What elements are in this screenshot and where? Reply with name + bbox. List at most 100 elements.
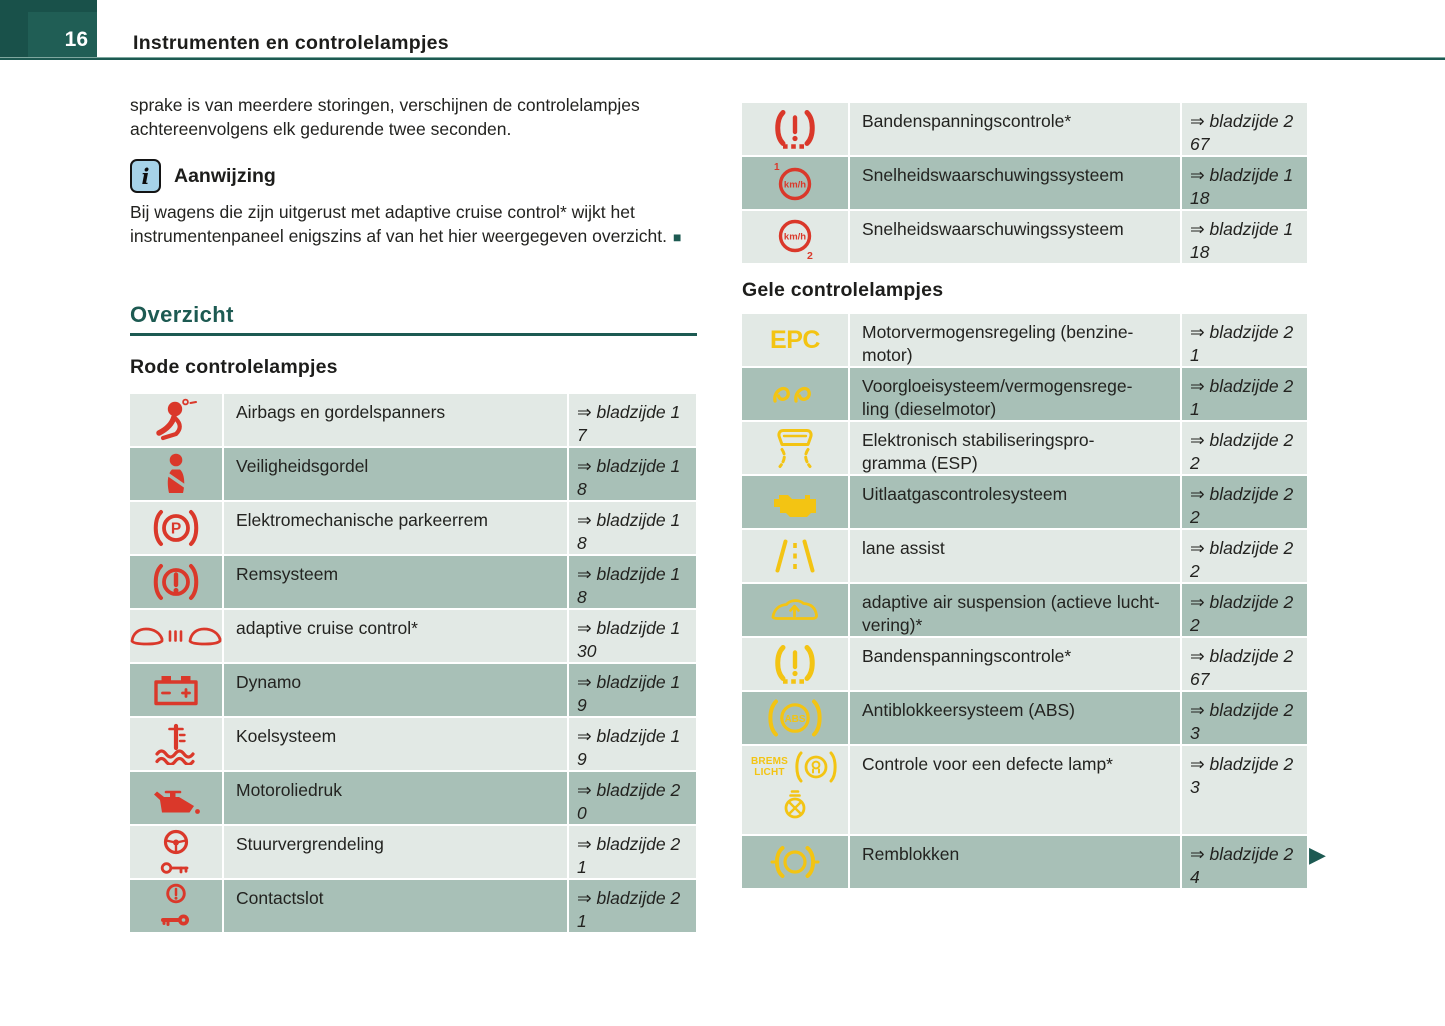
intro-paragraph: sprake is van meerdere storingen, versch… <box>130 95 640 139</box>
abs-glyph: ABS <box>784 714 805 725</box>
lamp-label: Contactslot <box>224 880 567 932</box>
icon-cell: EPC <box>742 314 848 366</box>
table-row: adaptive air suspension (actieve lucht- … <box>742 584 1307 636</box>
red-warning-lamps-table-continued: Bandenspanningscontrole* ⇒ bladzijde 2 6… <box>742 103 1307 265</box>
icon-cell <box>742 368 848 420</box>
table-row: km/h 1 Snelheidswaarschuwingssysteem ⇒ b… <box>742 157 1307 209</box>
page-reference: ⇒ bladzijde 2 2 <box>1182 476 1307 528</box>
page-reference: ⇒ bladzijde 1 30 <box>569 610 696 662</box>
table-row: EPC Motorvermogensregeling (benzine- mot… <box>742 314 1307 366</box>
airbag-icon <box>156 398 197 441</box>
lane-assist-icon <box>775 539 815 573</box>
defective-bulb-icon <box>784 790 806 819</box>
seatbelt-icon <box>161 453 191 493</box>
yellow-section-title: Gele controlelampjes <box>742 279 944 301</box>
icon-cell <box>742 103 848 155</box>
page-reference: ⇒ bladzijde 1 9 <box>569 718 696 770</box>
table-row: Dynamo ⇒ bladzijde 1 9 <box>130 664 696 716</box>
icon-cell <box>130 556 222 608</box>
icon-cell <box>130 610 222 662</box>
icon-cell: BREMS LICHT <box>742 746 848 834</box>
lamp-label: Bandenspanningscontrole* <box>850 103 1180 155</box>
icon-cell <box>130 394 222 446</box>
tyre-pressure-icon <box>775 110 815 149</box>
icon-cell <box>130 826 222 878</box>
page-reference: ⇒ bladzijde 2 2 <box>1182 530 1307 582</box>
page-reference: ⇒ bladzijde 1 9 <box>569 664 696 716</box>
tyre-pressure-icon <box>775 645 815 684</box>
speed-warning-1-icon: km/h 1 <box>774 162 812 201</box>
icon-cell: km/h 2 <box>742 211 848 263</box>
note-title: Aanwijzing <box>174 164 276 187</box>
battery-icon <box>154 676 198 706</box>
icon-cell <box>742 584 848 636</box>
adaptive-cruise-icon <box>130 627 222 646</box>
lamp-label: Uitlaatgascontrolesysteem <box>850 476 1180 528</box>
page-reference: ⇒ bladzijde 2 4 <box>1182 836 1307 888</box>
note-header: i Aanwijzing <box>130 159 276 193</box>
table-row: Remsysteem ⇒ bladzijde 1 8 <box>130 556 696 608</box>
page-reference: ⇒ bladzijde 2 0 <box>569 772 696 824</box>
icon-cell <box>130 664 222 716</box>
page-corner-block: 16 <box>0 0 97 60</box>
page-corner-inner <box>28 12 97 60</box>
icon-cell <box>130 448 222 500</box>
icon-cell: km/h 1 <box>742 157 848 209</box>
lamp-label: Veiligheidsgordel <box>224 448 567 500</box>
icon-cell <box>130 772 222 824</box>
brake-light-icon <box>795 751 837 783</box>
oil-pressure-icon <box>154 790 200 814</box>
lamp-label: Elektronisch stabiliseringspro- gramma (… <box>850 422 1180 474</box>
table-row: Airbags en gordelspanners ⇒ bladzijde 1 … <box>130 394 696 446</box>
table-row: lane assist ⇒ bladzijde 2 2 <box>742 530 1307 582</box>
licht-text: LICHT <box>754 767 785 778</box>
steering-lock-icon <box>160 829 189 874</box>
header-rule <box>0 57 1445 60</box>
overview-rule <box>130 333 697 336</box>
lamp-label: Snelheidswaarschuwingssysteem <box>850 157 1180 209</box>
superscript-1-glyph: 1 <box>774 162 780 173</box>
table-row: BREMS LICHT Controle v <box>742 746 1307 834</box>
note-body: Bij wagens die zijn uitgerust met adapti… <box>130 201 715 249</box>
yellow-warning-lamps-table: EPC Motorvermogensregeling (benzine- mot… <box>742 314 1307 890</box>
page-reference: ⇒ bladzijde 2 3 <box>1182 746 1307 834</box>
lamp-label: Remsysteem <box>224 556 567 608</box>
lamp-label: Koelsysteem <box>224 718 567 770</box>
emissions-icon <box>774 495 816 517</box>
page-reference: ⇒ bladzijde 2 1 <box>569 826 696 878</box>
speed-warning-2-icon: km/h 2 <box>778 219 813 260</box>
page-reference: ⇒ bladzijde 1 18 <box>1182 211 1307 263</box>
note-end-marker: ■ <box>673 228 682 245</box>
kmh-glyph: km/h <box>784 180 806 191</box>
red-section-title: Rode controlelampjes <box>130 356 338 378</box>
page-reference: ⇒ bladzijde 2 1 <box>1182 368 1307 420</box>
lamp-label: Controle voor een defecte lamp* <box>850 746 1180 834</box>
table-row: Contactslot ⇒ bladzijde 2 1 <box>130 880 696 932</box>
page-reference: ⇒ bladzijde 1 18 <box>1182 157 1307 209</box>
icon-cell <box>742 422 848 474</box>
lamp-label: Motoroliedruk <box>224 772 567 824</box>
brems-text: BREMS <box>750 756 789 767</box>
page-reference: ⇒ bladzijde 2 1 <box>1182 314 1307 366</box>
table-row: adaptive cruise control* ⇒ bladzijde 1 3… <box>130 610 696 662</box>
page-reference: ⇒ bladzijde 1 8 <box>569 556 696 608</box>
brake-system-icon <box>153 564 199 600</box>
page-reference: ⇒ bladzijde 2 2 <box>1182 584 1307 636</box>
icon-cell <box>742 476 848 528</box>
coolant-icon <box>155 723 195 765</box>
page-reference: ⇒ bladzijde 2 1 <box>569 880 696 932</box>
icon-cell <box>742 530 848 582</box>
ignition-lock-icon <box>161 883 189 926</box>
table-row: Stuurvergrendeling ⇒ bladzijde 2 1 <box>130 826 696 878</box>
page-number: 16 <box>64 28 88 51</box>
glow-plug-icon <box>773 387 811 403</box>
epc-icon: EPC <box>770 325 820 354</box>
brake-pads-icon <box>770 846 820 878</box>
lamp-label: Antiblokkeersysteem (ABS) <box>850 692 1180 744</box>
lamp-label: adaptive air suspension (actieve lucht- … <box>850 584 1180 636</box>
table-row: ABS Antiblokkeersysteem (ABS) ⇒ bladzijd… <box>742 692 1307 744</box>
table-row: Uitlaatgascontrolesysteem ⇒ bladzijde 2 … <box>742 476 1307 528</box>
red-warning-lamps-table: Airbags en gordelspanners ⇒ bladzijde 1 … <box>130 394 696 934</box>
lamp-label: Snelheidswaarschuwingssysteem <box>850 211 1180 263</box>
table-row: Voorgloeisysteem/vermogensrege- ling (di… <box>742 368 1307 420</box>
